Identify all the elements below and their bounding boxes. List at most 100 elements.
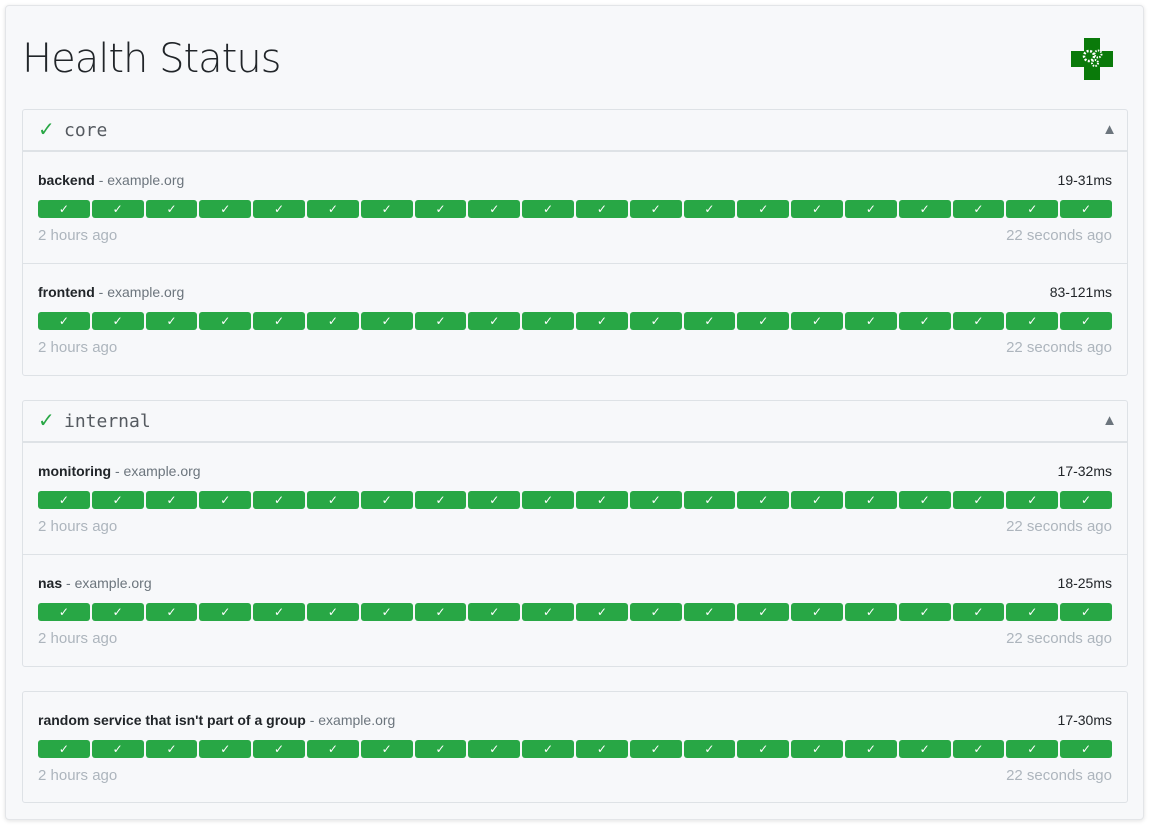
result-bar-success[interactable]: ✓ [629, 491, 682, 509]
result-bar-success[interactable]: ✓ [1060, 740, 1112, 758]
result-bar-success[interactable]: ✓ [199, 740, 252, 758]
result-bar-success[interactable]: ✓ [360, 603, 413, 621]
result-bar-success[interactable]: ✓ [898, 200, 951, 218]
result-bar-success[interactable]: ✓ [145, 491, 198, 509]
result-bar-success[interactable]: ✓ [575, 740, 628, 758]
result-bar-success[interactable]: ✓ [306, 740, 359, 758]
result-bar-success[interactable]: ✓ [791, 603, 843, 621]
result-bar-success[interactable]: ✓ [468, 491, 521, 509]
result-bar-success[interactable]: ✓ [629, 740, 682, 758]
result-bar-success[interactable]: ✓ [360, 491, 413, 509]
result-bar-success[interactable]: ✓ [414, 603, 467, 621]
result-bar-success[interactable]: ✓ [468, 200, 521, 218]
result-bar-success[interactable]: ✓ [468, 603, 521, 621]
result-bar-success[interactable]: ✓ [414, 740, 467, 758]
result-bar-success[interactable]: ✓ [844, 491, 897, 509]
result-bar-success[interactable]: ✓ [575, 603, 628, 621]
result-bar-success[interactable]: ✓ [522, 200, 574, 218]
result-bar-success[interactable]: ✓ [253, 312, 305, 330]
result-bar-success[interactable]: ✓ [737, 312, 790, 330]
result-bar-success[interactable]: ✓ [791, 200, 843, 218]
result-bar-success[interactable]: ✓ [253, 740, 305, 758]
result-bar-success[interactable]: ✓ [1006, 312, 1059, 330]
result-bar-success[interactable]: ✓ [683, 740, 736, 758]
result-bar-success[interactable]: ✓ [844, 603, 897, 621]
group-header[interactable]: ✓ internal ▲ [23, 401, 1127, 443]
result-bar-success[interactable]: ✓ [414, 491, 467, 509]
result-bar-success[interactable]: ✓ [1060, 200, 1112, 218]
result-bar-success[interactable]: ✓ [360, 740, 413, 758]
result-bar-success[interactable]: ✓ [253, 603, 305, 621]
result-bar-success[interactable]: ✓ [468, 312, 521, 330]
result-bar-success[interactable]: ✓ [306, 312, 359, 330]
result-bar-success[interactable]: ✓ [844, 312, 897, 330]
result-bar-success[interactable]: ✓ [952, 740, 1005, 758]
result-bar-success[interactable]: ✓ [199, 200, 252, 218]
result-bar-success[interactable]: ✓ [1006, 200, 1059, 218]
result-bar-success[interactable]: ✓ [91, 200, 144, 218]
collapse-caret-icon[interactable]: ▲ [1102, 121, 1117, 138]
result-bar-success[interactable]: ✓ [1006, 740, 1059, 758]
result-bar-success[interactable]: ✓ [952, 200, 1005, 218]
result-bar-success[interactable]: ✓ [1060, 603, 1112, 621]
result-bar-success[interactable]: ✓ [1060, 491, 1112, 509]
result-bar-success[interactable]: ✓ [306, 491, 359, 509]
result-bar-success[interactable]: ✓ [575, 200, 628, 218]
group-header[interactable]: ✓ core ▲ [23, 110, 1127, 152]
result-bar-success[interactable]: ✓ [952, 491, 1005, 509]
result-bar-success[interactable]: ✓ [683, 603, 736, 621]
result-bar-success[interactable]: ✓ [1060, 312, 1112, 330]
result-bar-success[interactable]: ✓ [683, 491, 736, 509]
result-bar-success[interactable]: ✓ [844, 200, 897, 218]
result-bar-success[interactable]: ✓ [199, 491, 252, 509]
result-bar-success[interactable]: ✓ [253, 200, 305, 218]
result-bar-success[interactable]: ✓ [91, 312, 144, 330]
result-bar-success[interactable]: ✓ [38, 491, 90, 509]
result-bar-success[interactable]: ✓ [952, 312, 1005, 330]
result-bar-success[interactable]: ✓ [791, 740, 843, 758]
result-bar-success[interactable]: ✓ [629, 200, 682, 218]
result-bar-success[interactable]: ✓ [575, 312, 628, 330]
result-bar-success[interactable]: ✓ [199, 312, 252, 330]
result-bar-success[interactable]: ✓ [414, 200, 467, 218]
result-bar-success[interactable]: ✓ [737, 491, 790, 509]
result-bar-success[interactable]: ✓ [306, 603, 359, 621]
result-bar-success[interactable]: ✓ [791, 491, 843, 509]
result-bar-success[interactable]: ✓ [38, 312, 90, 330]
result-bar-success[interactable]: ✓ [1006, 603, 1059, 621]
result-bar-success[interactable]: ✓ [145, 603, 198, 621]
result-bar-success[interactable]: ✓ [91, 491, 144, 509]
result-bar-success[interactable]: ✓ [145, 740, 198, 758]
result-bar-success[interactable]: ✓ [952, 603, 1005, 621]
result-bar-success[interactable]: ✓ [468, 740, 521, 758]
result-bar-success[interactable]: ✓ [629, 312, 682, 330]
result-bar-success[interactable]: ✓ [898, 312, 951, 330]
result-bar-success[interactable]: ✓ [253, 491, 305, 509]
result-bar-success[interactable]: ✓ [683, 312, 736, 330]
result-bar-success[interactable]: ✓ [791, 312, 843, 330]
result-bar-success[interactable]: ✓ [522, 491, 574, 509]
result-bar-success[interactable]: ✓ [844, 740, 897, 758]
result-bar-success[interactable]: ✓ [38, 603, 90, 621]
result-bar-success[interactable]: ✓ [360, 312, 413, 330]
result-bar-success[interactable]: ✓ [91, 740, 144, 758]
result-bar-success[interactable]: ✓ [898, 603, 951, 621]
result-bar-success[interactable]: ✓ [38, 200, 90, 218]
result-bar-success[interactable]: ✓ [575, 491, 628, 509]
result-bar-success[interactable]: ✓ [898, 740, 951, 758]
result-bar-success[interactable]: ✓ [737, 603, 790, 621]
result-bar-success[interactable]: ✓ [414, 312, 467, 330]
result-bar-success[interactable]: ✓ [522, 603, 574, 621]
result-bar-success[interactable]: ✓ [737, 200, 790, 218]
result-bar-success[interactable]: ✓ [1006, 491, 1059, 509]
result-bar-success[interactable]: ✓ [683, 200, 736, 218]
result-bar-success[interactable]: ✓ [522, 740, 574, 758]
result-bar-success[interactable]: ✓ [522, 312, 574, 330]
result-bar-success[interactable]: ✓ [145, 312, 198, 330]
result-bar-success[interactable]: ✓ [898, 491, 951, 509]
collapse-caret-icon[interactable]: ▲ [1102, 412, 1117, 429]
result-bar-success[interactable]: ✓ [38, 740, 90, 758]
result-bar-success[interactable]: ✓ [306, 200, 359, 218]
result-bar-success[interactable]: ✓ [360, 200, 413, 218]
result-bar-success[interactable]: ✓ [199, 603, 252, 621]
